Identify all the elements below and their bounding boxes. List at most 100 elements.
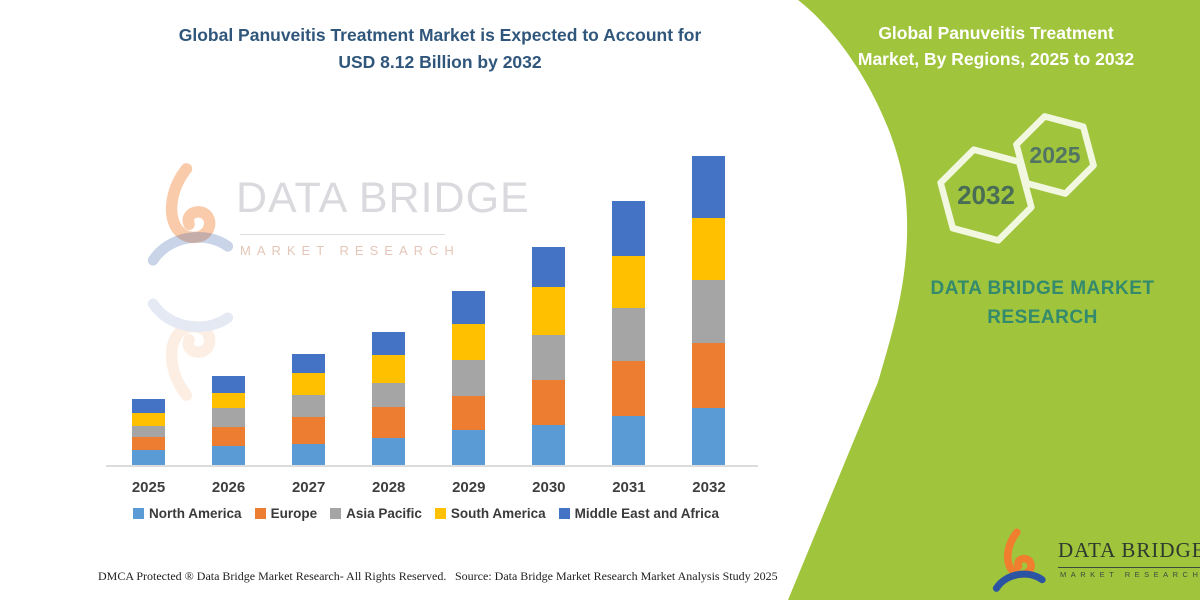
legend-item-middle-east-and-africa: Middle East and Africa bbox=[558, 506, 719, 521]
legend-item-asia-pacific: Asia Pacific bbox=[330, 506, 422, 521]
bar-segment-north-america bbox=[132, 450, 165, 466]
green-panel-title-line1: Global Panuveitis Treatment bbox=[878, 23, 1114, 43]
bar-segment-asia-pacific bbox=[532, 335, 566, 381]
legend-swatch-icon bbox=[254, 508, 266, 519]
bar-segment-south-america bbox=[212, 393, 246, 408]
bar-segment-north-america bbox=[292, 443, 326, 466]
footer-logo: DATA BRIDGE MARKET RESEARCH bbox=[988, 526, 1200, 598]
bar-segment-north-america bbox=[212, 446, 246, 466]
legend-label: Middle East and Africa bbox=[574, 506, 719, 521]
databridge-logo-reflection-icon bbox=[147, 298, 234, 401]
plot-area bbox=[0, 130, 780, 466]
legend-label: Europe bbox=[270, 506, 318, 521]
footer-source-text: Source: Data Bridge Market Research Mark… bbox=[455, 569, 778, 583]
bar-segment-north-america bbox=[452, 430, 486, 466]
page-title-line1: Global Panuveitis Treatment Market is Ex… bbox=[178, 25, 702, 45]
bar-segment-asia-pacific bbox=[212, 407, 246, 428]
bar-segment-north-america bbox=[612, 416, 646, 466]
x-tick-2032: 2032 bbox=[692, 479, 726, 496]
legend-swatch-icon bbox=[133, 508, 145, 519]
x-tick-2026: 2026 bbox=[211, 479, 246, 496]
footer-logo-sub: MARKET RESEARCH bbox=[1060, 570, 1200, 579]
legend-swatch-icon bbox=[330, 508, 342, 519]
footer-dmca-text: DMCA Protected ® Data Bridge Market Rese… bbox=[98, 569, 447, 583]
bar-2030 bbox=[532, 247, 566, 466]
x-tick-2031: 2031 bbox=[612, 479, 646, 496]
bar-segment-europe bbox=[612, 361, 646, 416]
bar-segment-middle-east-and-africa bbox=[372, 332, 406, 356]
bar-segment-asia-pacific bbox=[612, 307, 646, 361]
bar-segment-south-america bbox=[452, 324, 486, 361]
bar-2027 bbox=[292, 353, 326, 466]
bar-segment-asia-pacific bbox=[692, 280, 726, 344]
brand-text-line1: DATA BRIDGE MARKET bbox=[930, 278, 1155, 299]
x-tick-2029: 2029 bbox=[452, 479, 486, 496]
watermark-brand-text: DATA BRIDGE bbox=[236, 174, 530, 222]
page-title-line2: USD 8.12 Billion by 2032 bbox=[338, 52, 542, 73]
bar-2026 bbox=[212, 375, 246, 466]
bar-2025 bbox=[132, 398, 165, 466]
bar-segment-europe bbox=[372, 407, 406, 439]
legend-label: North America bbox=[149, 506, 242, 521]
bar-segment-europe bbox=[292, 416, 326, 444]
green-panel-title: Global Panuveitis Treatment Market, By R… bbox=[828, 20, 1164, 73]
bar-segment-south-america bbox=[292, 372, 326, 395]
bar-2032 bbox=[692, 156, 726, 466]
green-panel-title-line2: Market, By Regions, 2025 to 2032 bbox=[857, 49, 1135, 70]
bar-segment-middle-east-and-africa bbox=[132, 398, 165, 413]
bar-segment-south-america bbox=[132, 412, 165, 426]
bar-2028 bbox=[372, 332, 406, 466]
legend-label: Asia Pacific bbox=[346, 506, 422, 521]
x-tick-2028: 2028 bbox=[372, 479, 406, 496]
legend-swatch-icon bbox=[558, 508, 570, 519]
bar-segment-asia-pacific bbox=[372, 383, 406, 408]
hexagon-large-year: 2032 bbox=[957, 180, 1015, 210]
x-tick-2030: 2030 bbox=[532, 479, 566, 496]
databridge-logo-icon bbox=[992, 528, 1046, 592]
hexagon-small-year: 2025 bbox=[1029, 142, 1080, 168]
hexagon-2025-icon bbox=[1013, 113, 1097, 197]
bar-segment-europe bbox=[212, 427, 246, 447]
page-title: Global Panuveitis Treatment Market is Ex… bbox=[90, 22, 790, 76]
bar-segment-middle-east-and-africa bbox=[452, 290, 486, 325]
bar-segment-asia-pacific bbox=[292, 394, 326, 417]
bar-2031 bbox=[612, 201, 646, 466]
year-hexagons: 2032 2025 bbox=[937, 113, 1097, 244]
bar-segment-europe bbox=[532, 380, 566, 426]
bar-segment-south-america bbox=[372, 355, 406, 384]
legend-item-south-america: South America bbox=[434, 506, 546, 521]
bar-2029 bbox=[452, 290, 486, 466]
databridge-logo-watermark-icon bbox=[147, 163, 234, 266]
bar-segment-south-america bbox=[532, 287, 566, 336]
bar-segment-middle-east-and-africa bbox=[532, 247, 566, 288]
legend-item-europe: Europe bbox=[254, 506, 318, 521]
bar-segment-asia-pacific bbox=[132, 425, 165, 437]
legend: North America Europe Asia Pacific South Ame… bbox=[86, 506, 766, 521]
bar-segment-europe bbox=[132, 437, 165, 450]
brand-text: DATA BRIDGE MARKET RESEARCH bbox=[880, 274, 1200, 333]
legend-label: South America bbox=[450, 506, 546, 521]
bar-segment-europe bbox=[452, 396, 486, 431]
watermark-sub-text: MARKET RESEARCH bbox=[240, 243, 460, 258]
bar-segment-middle-east-and-africa bbox=[292, 353, 326, 373]
x-axis-labels: 2025 2026 2027 2028 2029 2030 2031 2032 bbox=[0, 479, 780, 499]
bar-segment-middle-east-and-africa bbox=[692, 156, 726, 219]
bar-segment-middle-east-and-africa bbox=[612, 201, 646, 257]
bar-segment-south-america bbox=[692, 218, 726, 281]
legend-item-north-america: North America bbox=[133, 506, 242, 521]
watermark-rule bbox=[240, 234, 445, 235]
x-tick-2027: 2027 bbox=[291, 479, 326, 496]
bar-segment-south-america bbox=[612, 256, 646, 308]
brand-text-line2: RESEARCH bbox=[987, 307, 1098, 329]
bar-segment-middle-east-and-africa bbox=[212, 375, 246, 394]
bar-segment-asia-pacific bbox=[452, 360, 486, 397]
x-tick-2025: 2025 bbox=[131, 479, 166, 496]
bar-segment-europe bbox=[692, 343, 726, 408]
x-axis-line bbox=[106, 465, 758, 467]
legend-swatch-icon bbox=[434, 508, 446, 519]
footer-logo-name: DATA BRIDGE bbox=[1058, 538, 1200, 568]
green-panel-shape bbox=[788, 0, 1200, 600]
